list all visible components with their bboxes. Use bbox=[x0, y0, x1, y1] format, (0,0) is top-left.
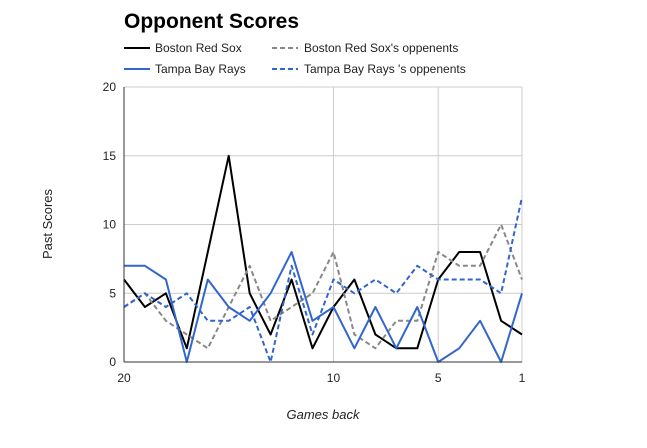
legend-label-1: Boston Red Sox's oppenents bbox=[304, 41, 458, 55]
y-tick-label-2: 10 bbox=[103, 218, 117, 232]
legend-label-2: Tampa Bay Rays bbox=[155, 62, 246, 76]
series-line-2 bbox=[124, 251, 523, 363]
legend-item-2[interactable]: Tampa Bay Rays bbox=[124, 62, 246, 76]
y-tick-label-0: 0 bbox=[109, 355, 116, 369]
legend: Boston Red Sox Boston Red Sox's oppenent… bbox=[124, 41, 466, 76]
x-axis-title: Games back bbox=[287, 407, 361, 422]
y-tick-label-4: 20 bbox=[103, 80, 117, 94]
y-axis-title: Past Scores bbox=[40, 188, 55, 259]
series-line-0 bbox=[123, 154, 523, 350]
legend-item-0[interactable]: Boston Red Sox bbox=[124, 41, 242, 55]
y-tick-label-3: 15 bbox=[103, 149, 117, 163]
legend-label-0: Boston Red Sox bbox=[155, 41, 242, 55]
x-tick-label-2: 5 bbox=[435, 371, 442, 385]
x-tick-label-0: 20 bbox=[117, 371, 131, 385]
axes-frame bbox=[123, 87, 522, 363]
y-tick-label-1: 5 bbox=[109, 286, 116, 300]
series-line-3 bbox=[123, 196, 523, 363]
gridlines bbox=[123, 86, 523, 363]
legend-item-3[interactable]: Tampa Bay Rays 's oppenents bbox=[272, 62, 466, 76]
y-axis-ticks: 0 5 10 15 20 bbox=[103, 80, 117, 369]
legend-item-1[interactable]: Boston Red Sox's oppenents bbox=[272, 41, 458, 55]
x-tick-label-1: 10 bbox=[327, 371, 341, 385]
x-axis-ticks: 20 10 5 1 bbox=[117, 371, 525, 385]
legend-label-3: Tampa Bay Rays 's oppenents bbox=[304, 62, 466, 76]
series-lines bbox=[123, 154, 523, 363]
series-line-1 bbox=[123, 223, 523, 350]
chart-title: Opponent Scores bbox=[124, 10, 299, 33]
x-tick-label-3: 1 bbox=[519, 371, 526, 385]
